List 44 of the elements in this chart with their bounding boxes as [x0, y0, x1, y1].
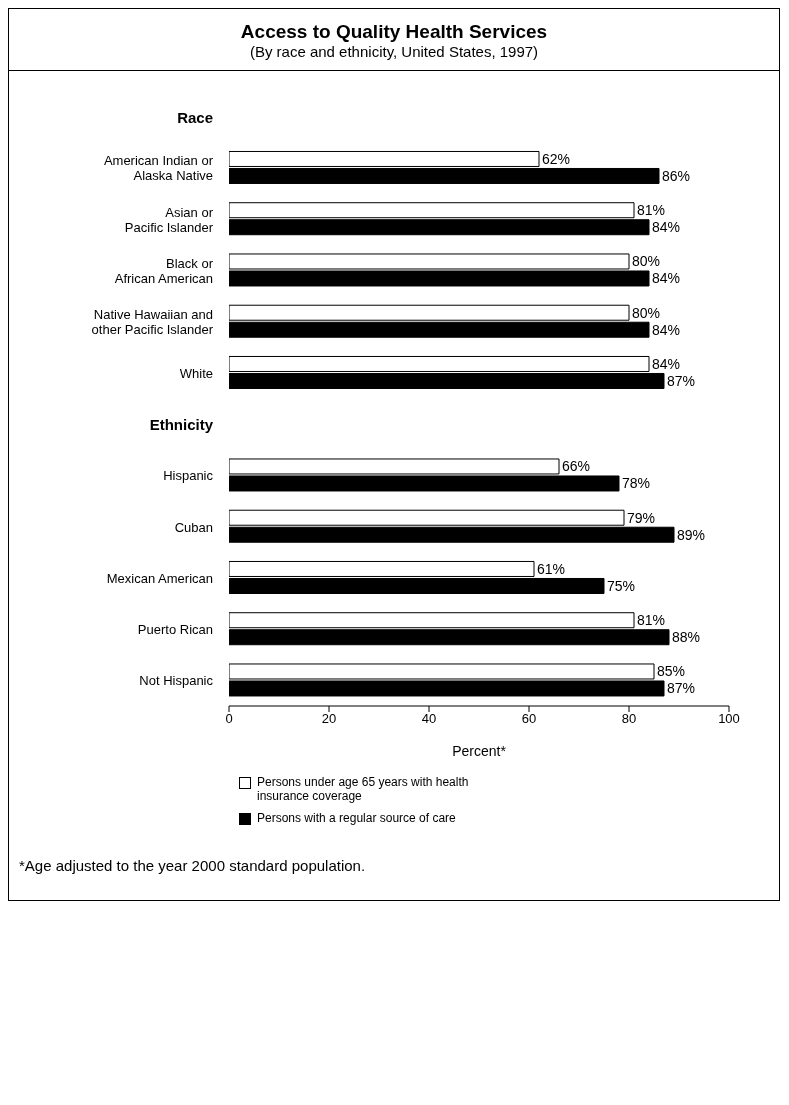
data-label: 85%: [657, 663, 686, 680]
data-label: 62%: [542, 150, 571, 167]
y-tick-label: Native Hawaiian and other Pacific Islander: [91, 307, 214, 338]
y-tick-label: Black or African American: [114, 255, 214, 286]
data-label: 88%: [672, 629, 701, 646]
y-tick-label: Ethnicity: [149, 416, 214, 434]
y-tick-label: White: [179, 365, 213, 381]
data-label: 81%: [637, 612, 666, 629]
x-tick-label: 0: [225, 711, 233, 727]
data-label: 84%: [652, 270, 681, 287]
data-label: 79%: [627, 509, 656, 526]
legend-label: Persons under age 65 years with health insurance coverage: [257, 775, 470, 803]
x-tick-label: 80: [621, 711, 637, 727]
data-label: 84%: [652, 321, 681, 338]
data-label: 80%: [632, 304, 661, 321]
data-label: 81%: [637, 202, 666, 219]
chart-title: Access to Quality Health Services: [239, 21, 549, 43]
y-tick-label: Mexican American: [106, 570, 213, 586]
text: *Age adjusted to the year 2000 standard population.: [18, 856, 367, 876]
data-label: 61%: [537, 560, 566, 577]
data-label: 89%: [677, 526, 706, 543]
data-label: 84%: [652, 355, 681, 372]
y-tick-label: Hispanic: [163, 468, 214, 484]
y-tick-label: Puerto Rican: [137, 622, 213, 638]
data-label: 66%: [562, 458, 591, 475]
x-tick-label: 100: [718, 711, 740, 727]
data-label: 75%: [607, 577, 636, 594]
x-tick-label: 20: [321, 711, 337, 727]
y-tick-label: Asian or Pacific Islander: [124, 204, 214, 235]
chart-subtitle: (By race and ethnicity, United States, 1997): [248, 43, 540, 60]
y-tick-label: Race: [177, 108, 213, 126]
legend-label: Persons with a regular source of care: [257, 811, 456, 825]
y-tick-label: Not Hispanic: [139, 673, 214, 689]
x-tick-label: 40: [421, 711, 437, 727]
data-label: 87%: [667, 372, 696, 389]
data-label: 86%: [662, 167, 691, 184]
data-label: 80%: [632, 253, 661, 270]
x-axis-title: Percent*: [452, 743, 507, 759]
y-tick-label: Cuban: [174, 519, 213, 535]
y-tick-label: American Indian or Alaska Native: [103, 153, 214, 184]
data-label: 78%: [622, 475, 651, 492]
x-tick-label: 60: [521, 711, 537, 727]
data-label: 84%: [652, 219, 681, 236]
data-label: 87%: [667, 680, 696, 697]
